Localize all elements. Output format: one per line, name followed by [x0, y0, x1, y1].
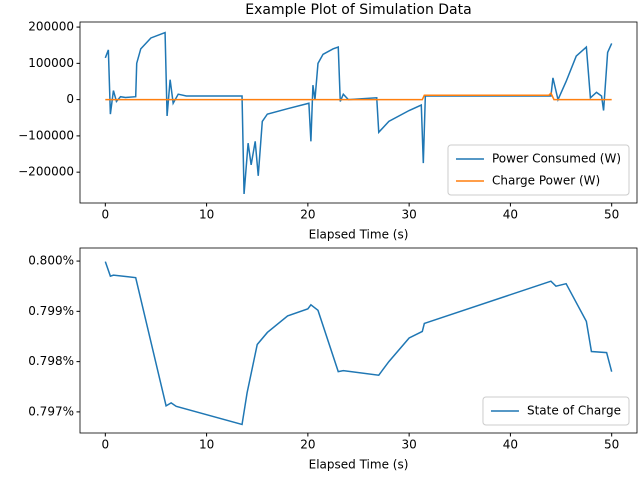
- legend-label: State of Charge: [527, 404, 621, 418]
- x-tick-label: 0: [101, 208, 109, 222]
- legend: State of Charge: [482, 396, 630, 426]
- y-tick-label: −100000: [18, 128, 74, 142]
- data-line: [104, 261, 613, 426]
- x-tick-label: 40: [503, 438, 518, 452]
- y-tick-label: −200000: [18, 165, 74, 179]
- chart-title: Example Plot of Simulation Data: [245, 2, 471, 18]
- y-tick-label: 200000: [28, 20, 74, 34]
- data-line: [105, 91, 612, 101]
- y-tick-label: 0.798%: [28, 354, 74, 368]
- legend-frame: [482, 396, 630, 426]
- axes-frame: [79, 21, 638, 204]
- legend-label: Charge Power (W): [492, 174, 600, 188]
- x-tick-label: 0: [101, 438, 109, 452]
- x-tick-label: 30: [401, 208, 416, 222]
- x-axis-label: Elapsed Time (s): [309, 458, 409, 472]
- y-tick-label: 100000: [28, 56, 74, 70]
- axes-frame: [79, 247, 638, 434]
- y-tick-label: 0: [66, 92, 74, 106]
- y-tick-label: 0.797%: [28, 404, 74, 418]
- x-tick-label: 50: [604, 208, 619, 222]
- legend: Power Consumed (W) Charge Power (W): [447, 144, 630, 196]
- x-tick-label: 40: [503, 208, 518, 222]
- y-tick-label: 0.799%: [28, 304, 74, 318]
- x-tick-label: 50: [604, 438, 619, 452]
- legend-label: Power Consumed (W): [492, 152, 621, 166]
- data-line: [104, 31, 613, 194]
- x-tick-label: 30: [401, 438, 416, 452]
- legend-frame: [447, 144, 630, 196]
- x-tick-label: 10: [199, 208, 214, 222]
- x-axis-label: Elapsed Time (s): [309, 228, 409, 242]
- x-tick-label: 20: [300, 438, 315, 452]
- x-tick-label: 20: [300, 208, 315, 222]
- x-tick-label: 10: [199, 438, 214, 452]
- y-tick-label: 0.800%: [28, 254, 74, 268]
